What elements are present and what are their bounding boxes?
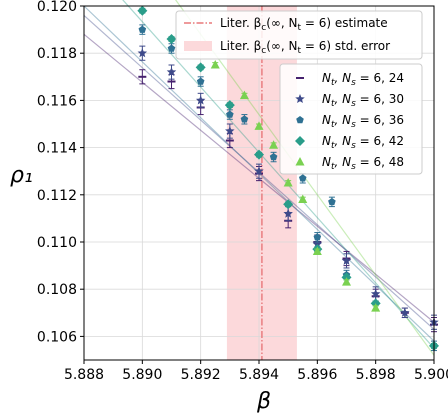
legend-label-series-1: Nt, Ns = 6, 24 — [322, 71, 404, 88]
legend-band-swatch — [184, 41, 212, 51]
y-tick-label: 0.118 — [37, 46, 77, 62]
x-tick-label: 5.892 — [181, 367, 221, 383]
legend-label-series-4: Nt, Ns = 6, 42 — [322, 134, 404, 151]
data-point-series-2 — [137, 48, 148, 58]
x-tick-label: 5.890 — [122, 367, 162, 383]
y-tick-label: 0.116 — [37, 93, 77, 109]
data-point-series-4 — [254, 149, 264, 160]
data-point-series-3 — [240, 115, 249, 123]
x-tick-label: 5.898 — [356, 367, 396, 383]
x-tick-label: 5.888 — [64, 367, 104, 383]
legend-series: Nt, Ns = 6, 24 Nt, Ns = 6, 30 Nt, Ns = 6, … — [279, 63, 423, 175]
data-point-series-2 — [283, 208, 293, 218]
y-tick-label: 0.106 — [37, 329, 77, 345]
legend-marker-series-4 — [295, 136, 305, 146]
data-point-series-2 — [225, 126, 235, 136]
legend-estimate-label: Liter. βc(∞, Nt = 6) estimate — [220, 16, 388, 33]
data-point-series-3 — [313, 233, 322, 241]
legend-marker-series-2 — [295, 94, 305, 104]
data-point-series-4 — [283, 199, 294, 210]
data-point-series-4 — [166, 34, 177, 45]
data-point-series-5 — [371, 303, 381, 312]
data-point-series-2 — [254, 166, 264, 176]
data-point-series-5 — [210, 60, 220, 69]
data-point-series-5 — [283, 178, 293, 187]
x-tick-label: 5.894 — [239, 367, 279, 383]
data-point-series-2 — [341, 255, 352, 265]
data-point-series-5 — [342, 277, 351, 286]
data-point-series-5 — [269, 140, 279, 149]
data-point-series-2 — [195, 95, 206, 105]
data-point-series-2 — [312, 239, 323, 249]
ticks-layer: 5.888 5.890 5.892 5.894 5.896 5.898 5.900 0.106… — [37, 0, 448, 383]
legend-marker-series-3 — [296, 116, 304, 124]
data-point-series-4 — [195, 62, 206, 73]
data-point-series-5 — [298, 194, 308, 204]
x-tick-label: 5.896 — [297, 367, 337, 383]
data-point-series-3 — [226, 110, 234, 118]
y-tick-label: 0.108 — [37, 282, 77, 298]
legend-label-series-3: Nt, Ns = 6, 36 — [322, 113, 404, 130]
legend-reference: Liter. βc(∞, Nt = 6) estimate Liter. βc(∞… — [175, 10, 423, 60]
legend-label-series-2: Nt, Ns = 6, 30 — [322, 92, 404, 109]
data-point-series-2 — [400, 307, 410, 317]
data-point-series-3 — [196, 77, 205, 85]
data-point-series-5 — [254, 121, 264, 130]
x-tick-label: 5.900 — [414, 367, 448, 383]
data-point-series-2 — [370, 288, 381, 298]
legend-label-series-5: Nt, Ns = 6, 48 — [322, 155, 404, 172]
y-tick-label: 0.112 — [37, 188, 77, 204]
y-tick-label: 0.120 — [37, 0, 77, 15]
data-point-series-4 — [137, 5, 148, 16]
data-point-series-2 — [166, 67, 177, 77]
data-point-series-5 — [239, 90, 249, 100]
data-point-series-5 — [312, 246, 322, 255]
y-axis-label: ρ₁ — [10, 163, 33, 188]
series-legend-box — [279, 63, 423, 175]
y-tick-label: 0.110 — [37, 235, 77, 251]
legend-marker-series-5 — [295, 157, 305, 166]
data-point-series-4 — [224, 100, 235, 111]
legend-band-label: Liter. βc(∞, Nt = 6) std. error — [220, 39, 390, 56]
x-axis-label: β — [256, 389, 271, 414]
y-tick-label: 0.114 — [37, 141, 77, 157]
data-point-series-3 — [328, 197, 336, 206]
data-points-layer — [137, 5, 439, 352]
data-point-series-3 — [138, 25, 147, 33]
reference-legend-box — [175, 10, 423, 60]
data-point-series-3 — [298, 174, 307, 182]
data-point-series-3 — [269, 153, 278, 161]
data-point-series-3 — [167, 44, 176, 52]
